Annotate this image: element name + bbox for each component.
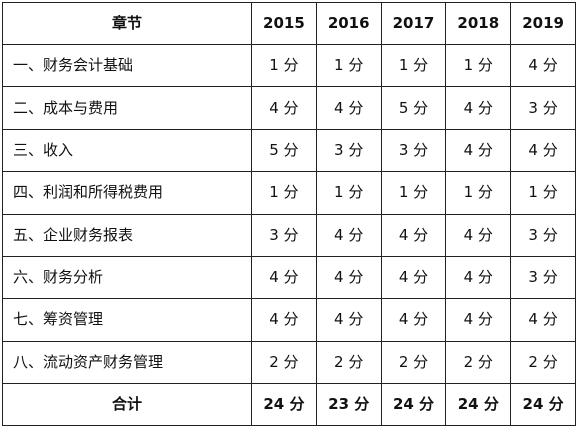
score-cell: 4 分	[510, 298, 576, 342]
score-cell: 4 分	[445, 86, 512, 130]
chapter-name-cell: 七、筹资管理	[2, 298, 252, 342]
score-cell: 4 分	[445, 298, 512, 342]
total-score-cell: 24 分	[251, 383, 317, 426]
table-row: 五、企业财务报表 3 分 4 分 4 分 4 分 3 分	[2, 213, 576, 257]
table-row: 四、利润和所得税费用 1 分 1 分 1 分 1 分 1 分	[2, 171, 576, 215]
score-cell: 1 分	[445, 43, 512, 88]
total-row: 合计 24 分 23 分 24 分 24 分 24 分	[2, 383, 576, 426]
score-cell: 4 分	[315, 298, 382, 342]
score-cell: 4 分	[251, 298, 317, 342]
chapter-name-cell: 五、企业财务报表	[2, 213, 252, 257]
score-cell: 3 分	[510, 255, 576, 300]
score-cell: 3 分	[510, 213, 576, 257]
score-cell: 4 分	[445, 255, 512, 300]
score-cell: 2 分	[315, 340, 382, 385]
score-cell: 4 分	[445, 213, 512, 257]
chapter-name-cell: 八、流动资产财务管理	[2, 340, 252, 385]
score-cell: 4 分	[251, 86, 317, 130]
table-row: 一、财务会计基础 1 分 1 分 1 分 1 分 4 分	[2, 43, 576, 88]
score-cell: 1 分	[315, 171, 382, 215]
chapter-name-cell: 三、收入	[2, 128, 252, 173]
score-cell: 1 分	[315, 43, 382, 88]
chapter-name-cell: 一、财务会计基础	[2, 43, 252, 88]
year-column-header: 2017	[380, 2, 447, 45]
header-row: 章节 2015 2016 2017 2018 2019	[2, 2, 576, 45]
year-column-header: 2018	[445, 2, 512, 45]
score-cell: 2 分	[445, 340, 512, 385]
total-label-cell: 合计	[2, 383, 252, 426]
chapter-name-cell: 六、财务分析	[2, 255, 252, 300]
score-cell: 2 分	[510, 340, 576, 385]
score-cell: 4 分	[510, 128, 576, 173]
score-cell: 3 分	[251, 213, 317, 257]
score-cell: 4 分	[445, 128, 512, 173]
score-cell: 1 分	[380, 43, 447, 88]
score-cell: 4 分	[251, 255, 317, 300]
score-cell: 4 分	[380, 213, 447, 257]
table-row: 六、财务分析 4 分 4 分 4 分 4 分 3 分	[2, 255, 576, 300]
table-row: 三、收入 5 分 3 分 3 分 4 分 4 分	[2, 128, 576, 173]
score-cell: 4 分	[380, 298, 447, 342]
score-cell: 1 分	[380, 171, 447, 215]
total-score-cell: 24 分	[380, 383, 447, 426]
score-cell: 5 分	[251, 128, 317, 173]
score-cell: 1 分	[251, 43, 317, 88]
score-cell: 3 分	[315, 128, 382, 173]
table-row: 八、流动资产财务管理 2 分 2 分 2 分 2 分 2 分	[2, 340, 576, 385]
score-cell: 1 分	[251, 171, 317, 215]
total-score-cell: 24 分	[445, 383, 512, 426]
score-cell: 4 分	[315, 255, 382, 300]
score-cell: 3 分	[510, 86, 576, 130]
score-cell: 5 分	[380, 86, 447, 130]
score-cell: 4 分	[380, 255, 447, 300]
year-column-header: 2019	[510, 2, 576, 45]
score-cell: 4 分	[315, 213, 382, 257]
score-cell: 2 分	[380, 340, 447, 385]
year-column-header: 2016	[315, 2, 382, 45]
score-cell: 1 分	[445, 171, 512, 215]
score-cell: 1 分	[510, 171, 576, 215]
score-cell: 2 分	[251, 340, 317, 385]
table-row: 七、筹资管理 4 分 4 分 4 分 4 分 4 分	[2, 298, 576, 342]
total-score-cell: 24 分	[510, 383, 576, 426]
score-cell: 3 分	[380, 128, 447, 173]
score-cell: 4 分	[510, 43, 576, 88]
year-column-header: 2015	[251, 2, 317, 45]
chapter-column-header: 章节	[2, 2, 252, 45]
score-cell: 4 分	[315, 86, 382, 130]
chapter-name-cell: 二、成本与费用	[2, 86, 252, 130]
chapter-name-cell: 四、利润和所得税费用	[2, 171, 252, 215]
table-row: 二、成本与费用 4 分 4 分 5 分 4 分 3 分	[2, 86, 576, 130]
total-score-cell: 23 分	[315, 383, 382, 426]
